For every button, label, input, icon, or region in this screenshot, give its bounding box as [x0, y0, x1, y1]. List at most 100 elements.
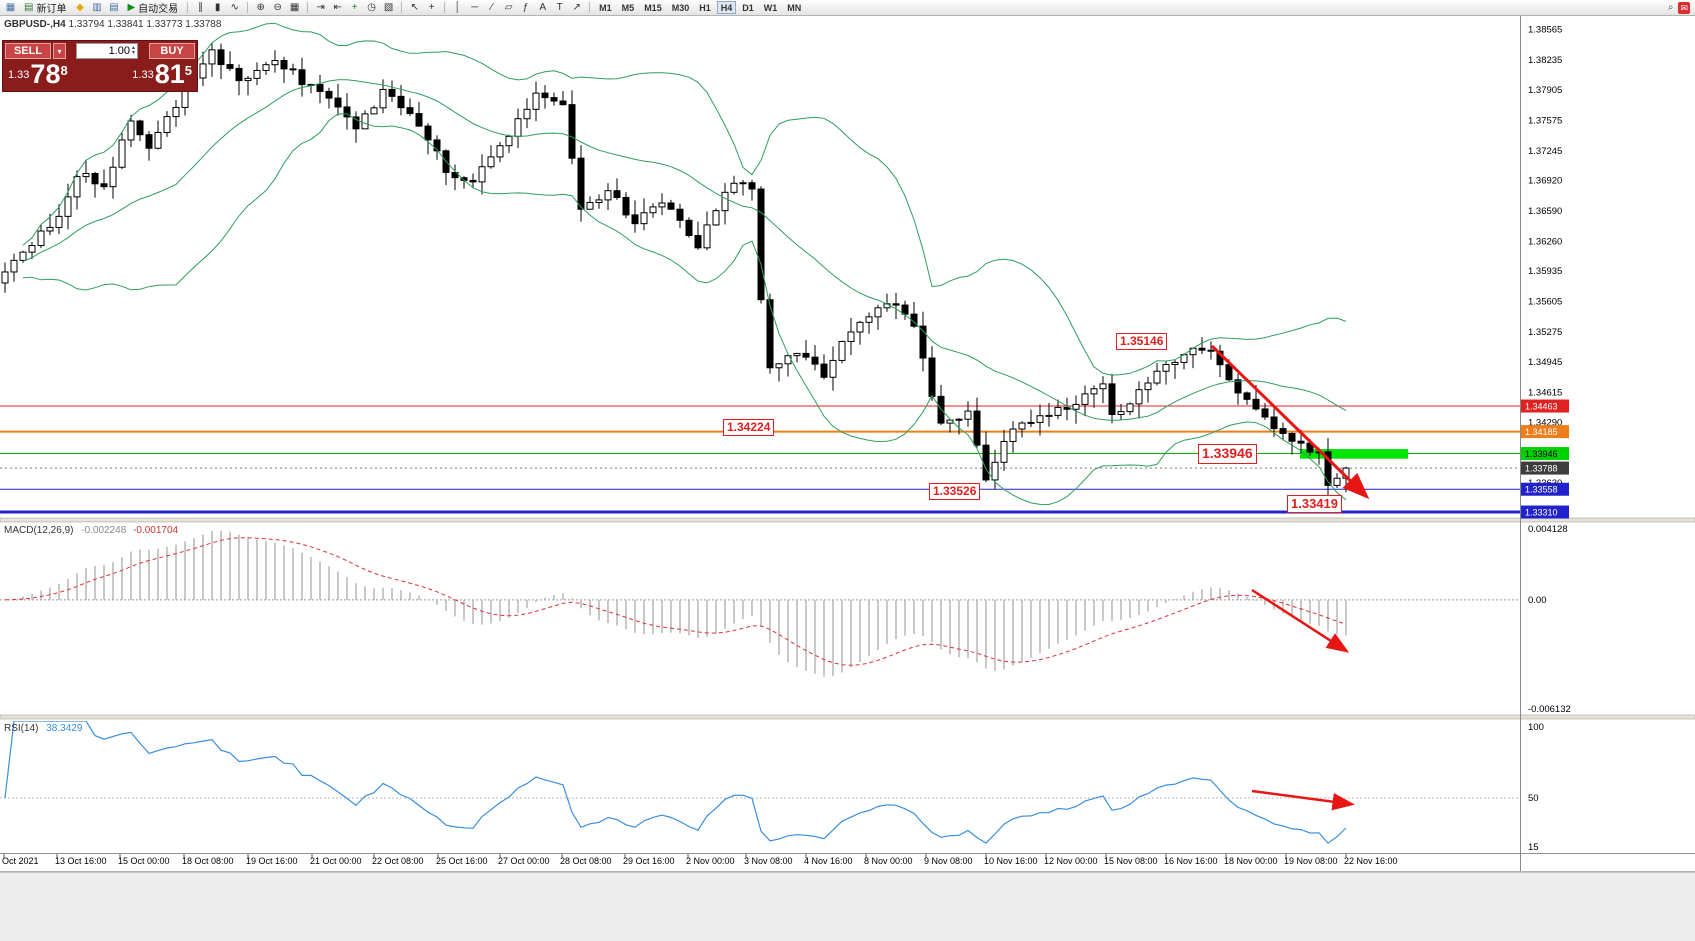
rsi-panel: [0, 721, 1520, 844]
bollinger-line: [22, 79, 1347, 422]
sell-price[interactable]: 1.33 78 8: [8, 59, 68, 89]
price-callout[interactable]: 1.33419: [1287, 495, 1342, 514]
time-axis-label: 9 Nov 08:00: [924, 856, 973, 866]
horizontal-lines[interactable]: [0, 405, 1520, 514]
new-order-button-label: 新订单: [36, 4, 67, 15]
new-chart-icon[interactable]: +: [351, 1, 358, 13]
price-axis-label: 1.37905: [1528, 85, 1562, 96]
price-tag: [1521, 482, 1569, 496]
templates-icon[interactable]: ▧: [383, 1, 394, 13]
price-axis-label: 1.36920: [1528, 176, 1562, 187]
timeframe-mn[interactable]: MN: [787, 3, 802, 13]
timeframe-d1[interactable]: D1: [742, 3, 754, 13]
price-tag: [1521, 447, 1569, 461]
buy-button[interactable]: BUY: [149, 43, 195, 59]
price-tag-label: 1.34185: [1525, 427, 1558, 437]
price-axis-tags: 1.34463 1.34185 1.33946 1.33788 1.33558 1.333…: [1521, 399, 1569, 519]
price-tag: [1521, 399, 1569, 413]
supply-zone-rectangle[interactable]: [1300, 449, 1408, 459]
auto-trading-button-label: 自动交易: [138, 4, 179, 15]
price-callout[interactable]: 1.33526: [929, 483, 981, 500]
zoom-out-icon[interactable]: ⊖: [273, 1, 282, 13]
rsi-axis-min: 15: [1528, 842, 1539, 853]
rsi-axis-max: 100: [1528, 722, 1544, 733]
new-order-button-icon: ▤: [24, 2, 34, 13]
timeframe-h1[interactable]: H1: [699, 3, 711, 13]
text-label-icon[interactable]: T: [556, 1, 563, 13]
cursor-icon[interactable]: ↖: [410, 1, 419, 13]
timeframe-m1[interactable]: M1: [599, 3, 612, 13]
macd-axis-max: 0.004128: [1528, 524, 1568, 535]
new-order-button[interactable]: ▤ 新订单: [20, 1, 70, 15]
sell-button[interactable]: SELL: [5, 43, 51, 59]
panel-separator[interactable]: [0, 714, 1695, 720]
line-chart-icon[interactable]: ∿: [230, 1, 239, 13]
trend-arrow[interactable]: [1251, 588, 1350, 653]
toolbar-separator: [401, 2, 403, 13]
channel-icon[interactable]: ▱: [504, 1, 513, 13]
volume-input[interactable]: 1.00 ▴ ▾: [76, 43, 138, 59]
time-axis-label: 29 Oct 16:00: [623, 856, 675, 866]
auto-scroll-icon[interactable]: ⇥: [316, 1, 325, 13]
rsi-line: [4, 721, 1347, 844]
search-icon[interactable]: ⌕: [1667, 2, 1674, 13]
buy-price[interactable]: 1.33 81 5: [132, 59, 192, 89]
panel-separator[interactable]: [0, 517, 1695, 523]
timeframe-m5[interactable]: M5: [621, 3, 635, 13]
time-axis-label: Oct 2021: [2, 856, 39, 866]
trend-arrows[interactable]: [1210, 344, 1370, 811]
mailbox-icon[interactable]: ✉: [1678, 1, 1690, 14]
trendline-icon[interactable]: ∕: [490, 1, 493, 13]
symbol-period-label: GBPUSD-,H4: [4, 19, 66, 30]
tile-windows-icon[interactable]: ▦: [289, 1, 300, 13]
order-type-dropdown[interactable]: ▾: [53, 43, 66, 59]
time-axis-label: 19 Nov 08:00: [1284, 856, 1338, 866]
price-axis-label: 1.35935: [1528, 266, 1562, 277]
chart-title: GBPUSD-,H4 1.33794 1.33841 1.33773 1.337…: [4, 19, 221, 30]
text-icon[interactable]: A: [539, 1, 546, 13]
arrow-tools-icon[interactable]: ↗: [572, 1, 581, 13]
volume-down-button[interactable]: ▾: [131, 50, 135, 56]
market-watch-icon[interactable]: ▥: [92, 1, 102, 13]
candlestick-chart-icon[interactable]: ▮: [214, 1, 221, 13]
chart-window-icon[interactable]: ▦: [5, 1, 16, 13]
price-axis: 1.38565 1.38235 1.37905 1.37575 1.37245 1.369…: [1528, 24, 1562, 489]
trend-arrow[interactable]: [1210, 344, 1370, 500]
time-axis-label: 18 Nov 00:00: [1224, 856, 1278, 866]
price-axis-label: 1.35275: [1528, 327, 1562, 338]
price-tag: [1521, 505, 1569, 519]
time-axis-label: 21 Oct 00:00: [310, 856, 362, 866]
crosshair-icon[interactable]: +: [428, 1, 435, 13]
navigator-icon[interactable]: ▤: [109, 1, 119, 13]
bar-chart-icon[interactable]: ∥: [198, 1, 204, 13]
periods-icon[interactable]: ◷: [367, 1, 377, 13]
timeframe-m30[interactable]: M30: [671, 3, 690, 13]
price-callout[interactable]: 1.35146: [1116, 333, 1168, 350]
vertical-line-icon[interactable]: │: [454, 1, 461, 13]
time-axis-label: 18 Oct 08:00: [182, 856, 234, 866]
volume-value: 1.00: [108, 45, 130, 57]
zoom-in-icon[interactable]: ⊕: [256, 1, 265, 13]
volume-up-button[interactable]: ▴: [131, 45, 135, 51]
price-axis-label: 1.36260: [1528, 236, 1562, 247]
time-axis-label: 22 Oct 08:00: [372, 856, 424, 866]
auto-trading-button[interactable]: ▶ 自动交易: [123, 1, 182, 15]
timeframe-m15[interactable]: M15: [644, 3, 662, 13]
macd-histogram: [13, 530, 1347, 677]
price-tag-label: 1.33788: [1525, 464, 1558, 474]
price-callout[interactable]: 1.33946: [1198, 444, 1257, 464]
timeframe-w1[interactable]: W1: [763, 3, 778, 13]
trend-arrow[interactable]: [1251, 789, 1355, 811]
horizontal-line-icon[interactable]: ─: [471, 1, 479, 13]
alert-icon[interactable]: ◆: [76, 1, 84, 13]
price-callout[interactable]: 1.34224: [723, 419, 775, 436]
bollinger-bands: [22, 22, 1347, 506]
price-tag-label: 1.34463: [1525, 402, 1558, 412]
chart-shift-icon[interactable]: ⇤: [333, 1, 342, 13]
time-axis-label: 22 Nov 16:00: [1344, 856, 1398, 866]
fibonacci-icon[interactable]: ƒ: [522, 1, 529, 13]
time-axis-label: 12 Nov 00:00: [1044, 856, 1098, 866]
timeframe-h4[interactable]: H4: [716, 1, 737, 14]
